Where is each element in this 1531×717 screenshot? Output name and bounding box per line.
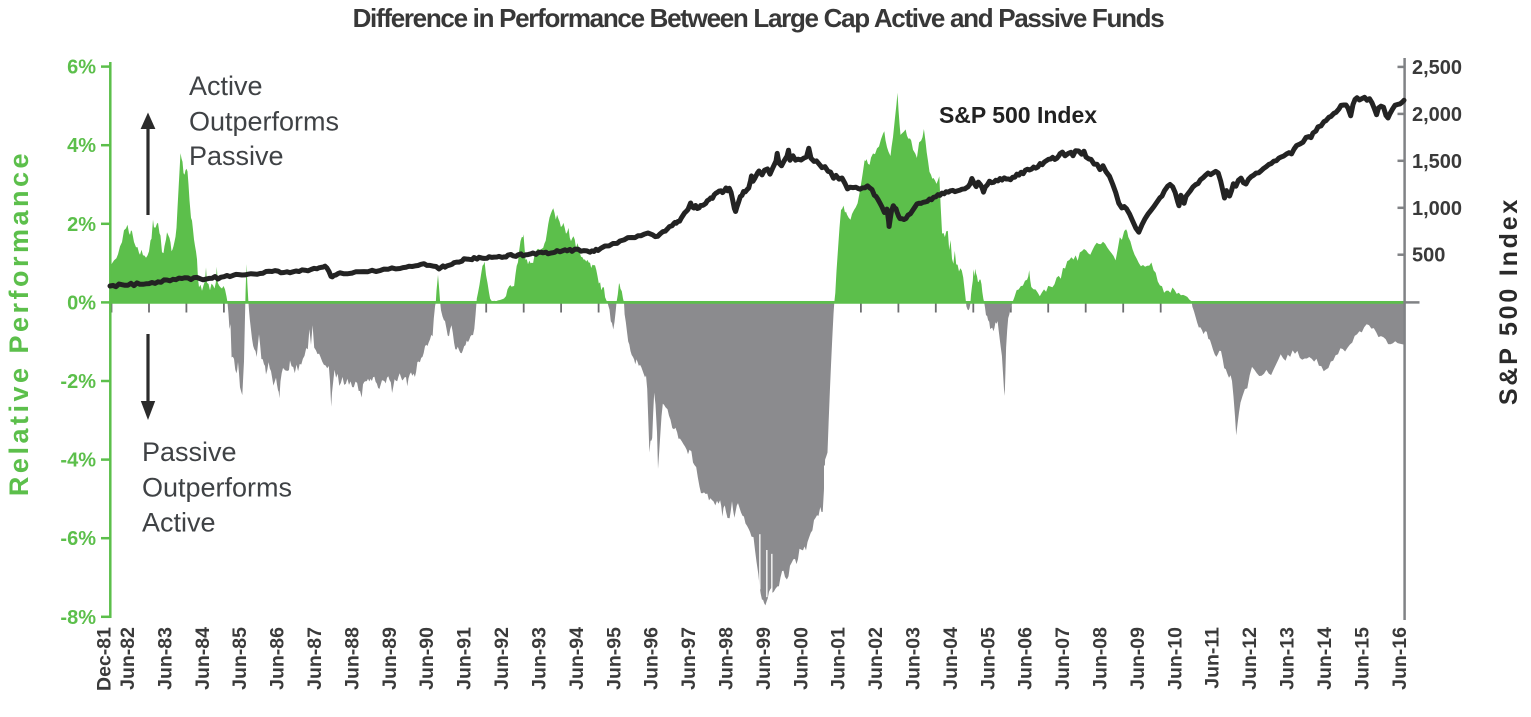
svg-text:Jun-01: Jun-01 (828, 627, 850, 690)
svg-text:Jun-13: Jun-13 (1277, 627, 1299, 690)
svg-text:Jun-91: Jun-91 (454, 627, 476, 690)
svg-text:Jun-88: Jun-88 (341, 627, 363, 690)
svg-text:Jun-99: Jun-99 (753, 627, 775, 690)
svg-text:S&P 500 Index: S&P 500 Index (1495, 197, 1523, 405)
svg-text:Jun-02: Jun-02 (865, 627, 887, 690)
svg-text:Jun-83: Jun-83 (154, 627, 176, 690)
svg-text:Jun-82: Jun-82 (117, 627, 139, 690)
svg-text:500: 500 (1412, 245, 1445, 267)
svg-text:Jun-96: Jun-96 (641, 627, 663, 690)
svg-text:Active: Active (189, 71, 263, 101)
svg-text:Jun-87: Jun-87 (304, 627, 326, 690)
svg-text:Jun-16: Jun-16 (1389, 627, 1411, 690)
svg-text:Jun-89: Jun-89 (379, 627, 401, 690)
svg-text:Jun-11: Jun-11 (1202, 627, 1224, 689)
svg-text:Jun-84: Jun-84 (192, 627, 214, 690)
svg-text:Jun-93: Jun-93 (529, 627, 551, 690)
svg-text:-8%: -8% (60, 607, 96, 629)
svg-text:1,000: 1,000 (1412, 198, 1462, 220)
svg-text:Jun-94: Jun-94 (566, 627, 588, 690)
svg-text:2,000: 2,000 (1412, 104, 1462, 126)
svg-text:Jun-06: Jun-06 (1015, 627, 1037, 690)
svg-text:Jun-10: Jun-10 (1164, 627, 1186, 690)
svg-text:Difference in Performance Betw: Difference in Performance Between Large … (353, 3, 1165, 33)
svg-text:Jun-15: Jun-15 (1351, 627, 1373, 690)
svg-text:Jun-09: Jun-09 (1127, 627, 1149, 690)
svg-text:Jun-90: Jun-90 (416, 627, 438, 690)
svg-text:Passive: Passive (189, 141, 284, 171)
svg-text:Active: Active (142, 508, 216, 538)
svg-text:-4%: -4% (60, 450, 96, 472)
svg-text:1,500: 1,500 (1412, 151, 1462, 173)
svg-text:Jun-95: Jun-95 (603, 627, 625, 690)
svg-text:Jun-98: Jun-98 (716, 627, 738, 690)
svg-text:-2%: -2% (60, 371, 96, 393)
svg-text:Jun-04: Jun-04 (940, 627, 962, 690)
svg-text:Outperforms: Outperforms (189, 107, 339, 137)
svg-text:Jun-12: Jun-12 (1239, 627, 1261, 690)
svg-text:Jun-05: Jun-05 (977, 627, 999, 690)
svg-text:S&P 500 Index: S&P 500 Index (939, 102, 1097, 128)
svg-text:0%: 0% (67, 292, 96, 314)
svg-text:Jun-92: Jun-92 (491, 627, 513, 690)
svg-text:Jun-85: Jun-85 (229, 627, 251, 690)
svg-text:Jun-86: Jun-86 (267, 627, 289, 690)
svg-text:Jun-08: Jun-08 (1090, 627, 1112, 690)
svg-text:Relative Performance: Relative Performance (4, 150, 34, 496)
svg-text:Jun-03: Jun-03 (903, 627, 925, 690)
svg-text:Jun-07: Jun-07 (1052, 627, 1074, 690)
svg-text:6%: 6% (67, 57, 96, 79)
svg-text:Jun-97: Jun-97 (678, 627, 700, 690)
svg-text:Dec-81: Dec-81 (94, 627, 116, 691)
svg-text:2,500: 2,500 (1412, 57, 1462, 79)
svg-text:-6%: -6% (60, 528, 96, 550)
svg-text:Passive: Passive (142, 437, 237, 467)
svg-text:Jun-00: Jun-00 (790, 627, 812, 690)
svg-text:Outperforms: Outperforms (142, 473, 292, 503)
svg-text:Jun-14: Jun-14 (1314, 627, 1336, 690)
svg-text:2%: 2% (67, 214, 96, 236)
svg-text:4%: 4% (67, 135, 96, 157)
